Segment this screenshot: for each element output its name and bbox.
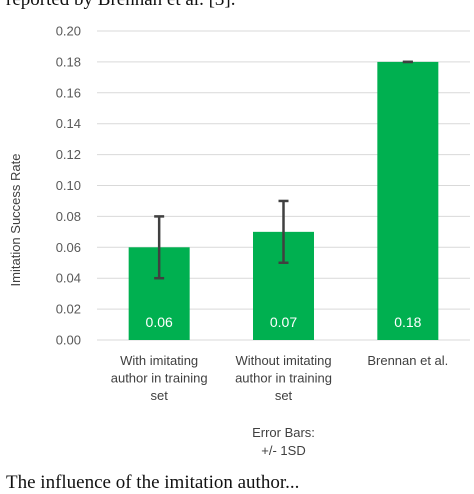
- category-label: set: [150, 388, 168, 403]
- category-label: author in training: [235, 371, 332, 386]
- y-tick-label: 0.20: [56, 24, 81, 39]
- category-label: set: [275, 388, 293, 403]
- y-tick-label: 0.02: [56, 302, 81, 317]
- category-label: Brennan et al.: [367, 353, 448, 368]
- y-tick-label: 0.14: [56, 116, 81, 131]
- y-tick-label: 0.16: [56, 85, 81, 100]
- y-tick-label: 0.04: [56, 271, 81, 286]
- bar-value-label: 0.07: [270, 314, 297, 330]
- bar: [377, 61, 439, 341]
- y-tick-label: 0.00: [56, 333, 81, 348]
- y-axis-title: Imitation Success Rate: [8, 154, 23, 287]
- footnote-line: Error Bars:: [252, 425, 315, 440]
- bar-chart: Imitation Success Rate 0.000.020.040.060…: [8, 24, 470, 458]
- y-tick-label: 0.08: [56, 209, 81, 224]
- cropped-paragraph-bottom: The influence of the imitation author...: [6, 472, 300, 493]
- error-bars: [154, 60, 413, 280]
- y-tick-label: 0.18: [56, 54, 81, 69]
- bar-value-labels: 0.06 0.07 0.18: [146, 314, 422, 330]
- category-label: author in training: [111, 371, 208, 386]
- bar-value-label: 0.18: [394, 314, 421, 330]
- category-label: With imitating: [120, 353, 198, 368]
- category-label: Without imitating: [235, 353, 331, 368]
- footnote-line: +/- 1SD: [261, 443, 305, 458]
- footnote: Error Bars: +/- 1SD: [252, 425, 315, 458]
- cropped-paragraph-top: reported by Brennan et al. [3].: [6, 0, 236, 11]
- y-tick-label: 0.12: [56, 147, 81, 162]
- category-labels: With imitating author in training set Witho…: [111, 353, 449, 403]
- bar-value-label: 0.06: [146, 314, 173, 330]
- y-tick-label: 0.10: [56, 178, 81, 193]
- y-tick-label: 0.06: [56, 240, 81, 255]
- y-tick-labels: 0.00 0.02 0.04 0.06 0.08 0.10 0.12 0.14 0.16 0.18…: [56, 24, 81, 348]
